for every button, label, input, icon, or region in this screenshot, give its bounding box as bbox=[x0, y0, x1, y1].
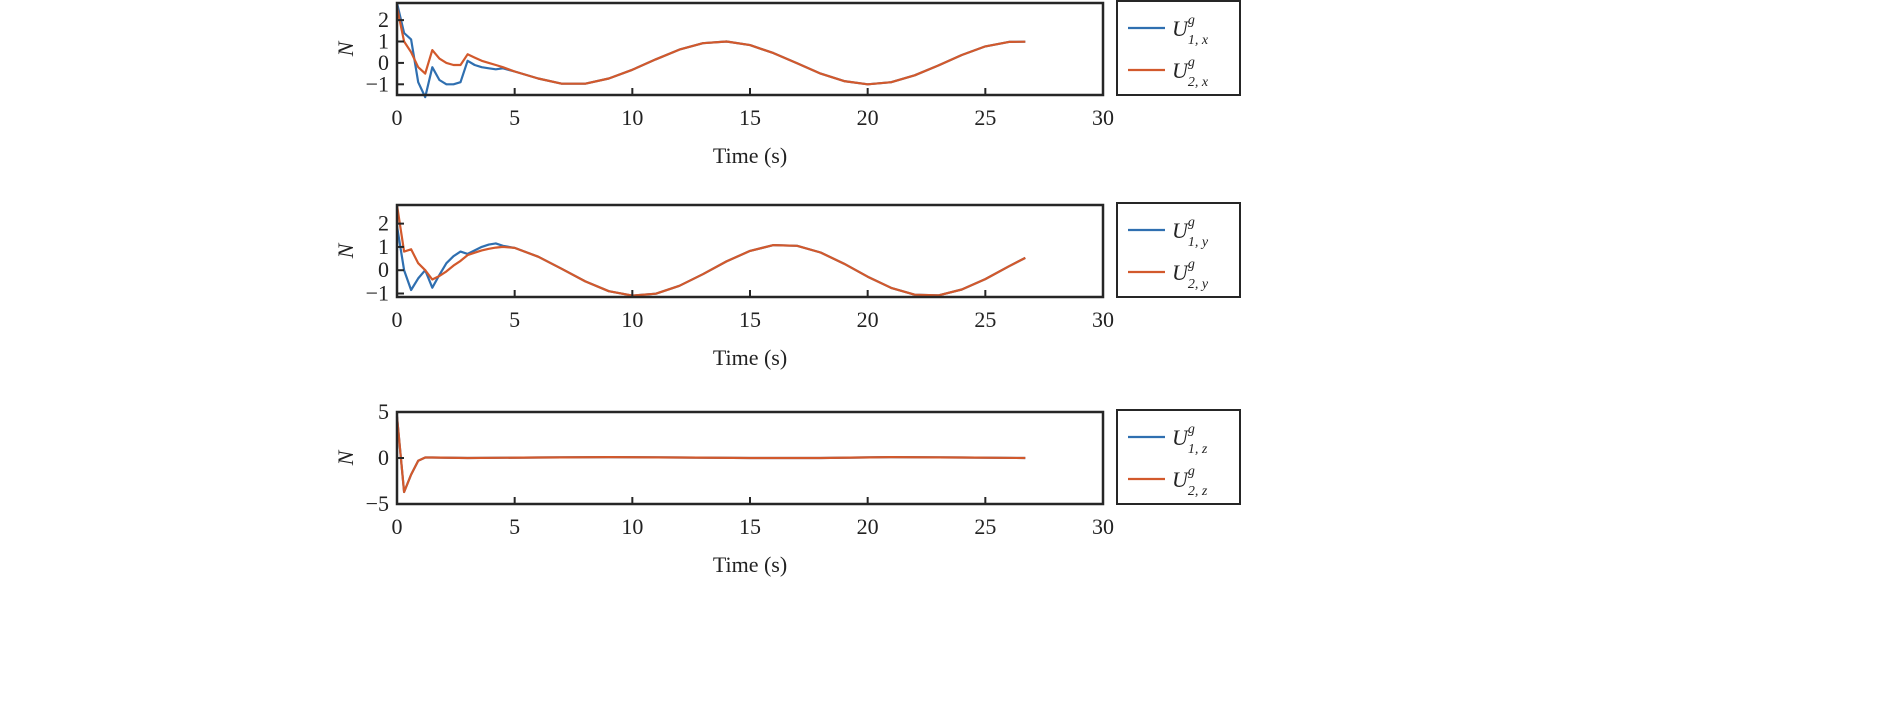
x-tick-label: 10 bbox=[621, 105, 643, 130]
y-tick-label: 0 bbox=[378, 257, 389, 282]
legend-sub: 1, z bbox=[1188, 442, 1208, 457]
legend-base: U bbox=[1172, 425, 1190, 450]
series-line-1 bbox=[395, 2, 1026, 99]
x-tick-label: 15 bbox=[739, 307, 761, 332]
legend-sub: 1, x bbox=[1188, 33, 1209, 48]
y-tick-label: 0 bbox=[378, 50, 389, 75]
legend-label: Ug 1, z bbox=[1172, 422, 1208, 457]
x-tick-label: 0 bbox=[392, 105, 403, 130]
legend-sup: g bbox=[1188, 464, 1195, 479]
legend-base: U bbox=[1172, 218, 1190, 243]
legend-sub: 2, z bbox=[1188, 484, 1208, 499]
legend-sup: g bbox=[1188, 422, 1195, 437]
y-tick-label: −5 bbox=[366, 491, 389, 516]
x-tick-label: 0 bbox=[392, 307, 403, 332]
legend-sub: 1, y bbox=[1188, 235, 1209, 250]
legend-sup: g bbox=[1188, 257, 1195, 272]
x-tick-label: 15 bbox=[739, 105, 761, 130]
x-tick-label: 30 bbox=[1092, 307, 1114, 332]
y-axis-label: N bbox=[333, 40, 358, 57]
legend-sup: g bbox=[1188, 55, 1195, 70]
series-line-1 bbox=[395, 416, 1026, 494]
legend-base: U bbox=[1172, 16, 1190, 41]
legend-label: Ug 2, y bbox=[1172, 257, 1209, 292]
x-tick-label: 20 bbox=[857, 105, 879, 130]
legend-label: Ug 1, x bbox=[1172, 13, 1209, 48]
y-axis-label: N bbox=[333, 242, 358, 259]
x-axis-label: Time (s) bbox=[713, 345, 787, 370]
x-tick-label: 25 bbox=[974, 307, 996, 332]
x-tick-label: 5 bbox=[509, 307, 520, 332]
legend-base: U bbox=[1172, 260, 1190, 285]
legend-box bbox=[1116, 0, 1241, 96]
x-tick-label: 25 bbox=[974, 514, 996, 539]
axes-frame bbox=[395, 1, 1105, 97]
x-tick-label: 30 bbox=[1092, 514, 1114, 539]
y-tick-label: −1 bbox=[366, 71, 389, 96]
y-tick-label: 1 bbox=[378, 234, 389, 259]
legend-base: U bbox=[1172, 467, 1190, 492]
x-tick-label: 0 bbox=[392, 514, 403, 539]
x-tick-label: 10 bbox=[621, 307, 643, 332]
y-tick-label: 5 bbox=[378, 399, 389, 424]
series-line-2 bbox=[395, 204, 1026, 297]
series-line-1 bbox=[395, 225, 1026, 297]
y-axis-label: N bbox=[333, 449, 358, 466]
y-tick-label: −1 bbox=[366, 281, 389, 306]
legend: Ug 1, yUg 2, y bbox=[1116, 202, 1241, 298]
y-tick-label: 2 bbox=[378, 211, 389, 236]
x-tick-label: 5 bbox=[509, 514, 520, 539]
y-tick-label: 2 bbox=[378, 7, 389, 32]
x-tick-label: 25 bbox=[974, 105, 996, 130]
x-tick-label: 10 bbox=[621, 514, 643, 539]
legend-label: Ug 2, z bbox=[1172, 464, 1208, 499]
x-tick-label: 30 bbox=[1092, 105, 1114, 130]
y-tick-label: 1 bbox=[378, 29, 389, 54]
x-tick-label: 20 bbox=[857, 514, 879, 539]
x-tick-label: 20 bbox=[857, 307, 879, 332]
legend-box bbox=[1116, 409, 1241, 505]
legend-label: Ug 1, y bbox=[1172, 215, 1209, 250]
legend: Ug 1, xUg 2, x bbox=[1116, 0, 1241, 96]
legend-label: Ug 2, x bbox=[1172, 55, 1209, 90]
legend-sub: 2, y bbox=[1188, 277, 1209, 292]
legend-box bbox=[1116, 202, 1241, 298]
x-axis-label: Time (s) bbox=[713, 143, 787, 168]
legend-sup: g bbox=[1188, 215, 1195, 230]
series-line-2 bbox=[395, 7, 1026, 86]
x-tick-label: 5 bbox=[509, 105, 520, 130]
legend-sup: g bbox=[1188, 13, 1195, 28]
y-tick-label: 0 bbox=[378, 445, 389, 470]
x-tick-label: 15 bbox=[739, 514, 761, 539]
legend-base: U bbox=[1172, 58, 1190, 83]
x-axis-label: Time (s) bbox=[713, 552, 787, 577]
legend: Ug 1, zUg 2, z bbox=[1116, 409, 1241, 505]
legend-sub: 2, x bbox=[1188, 75, 1209, 90]
series-line-2 bbox=[395, 416, 1026, 494]
